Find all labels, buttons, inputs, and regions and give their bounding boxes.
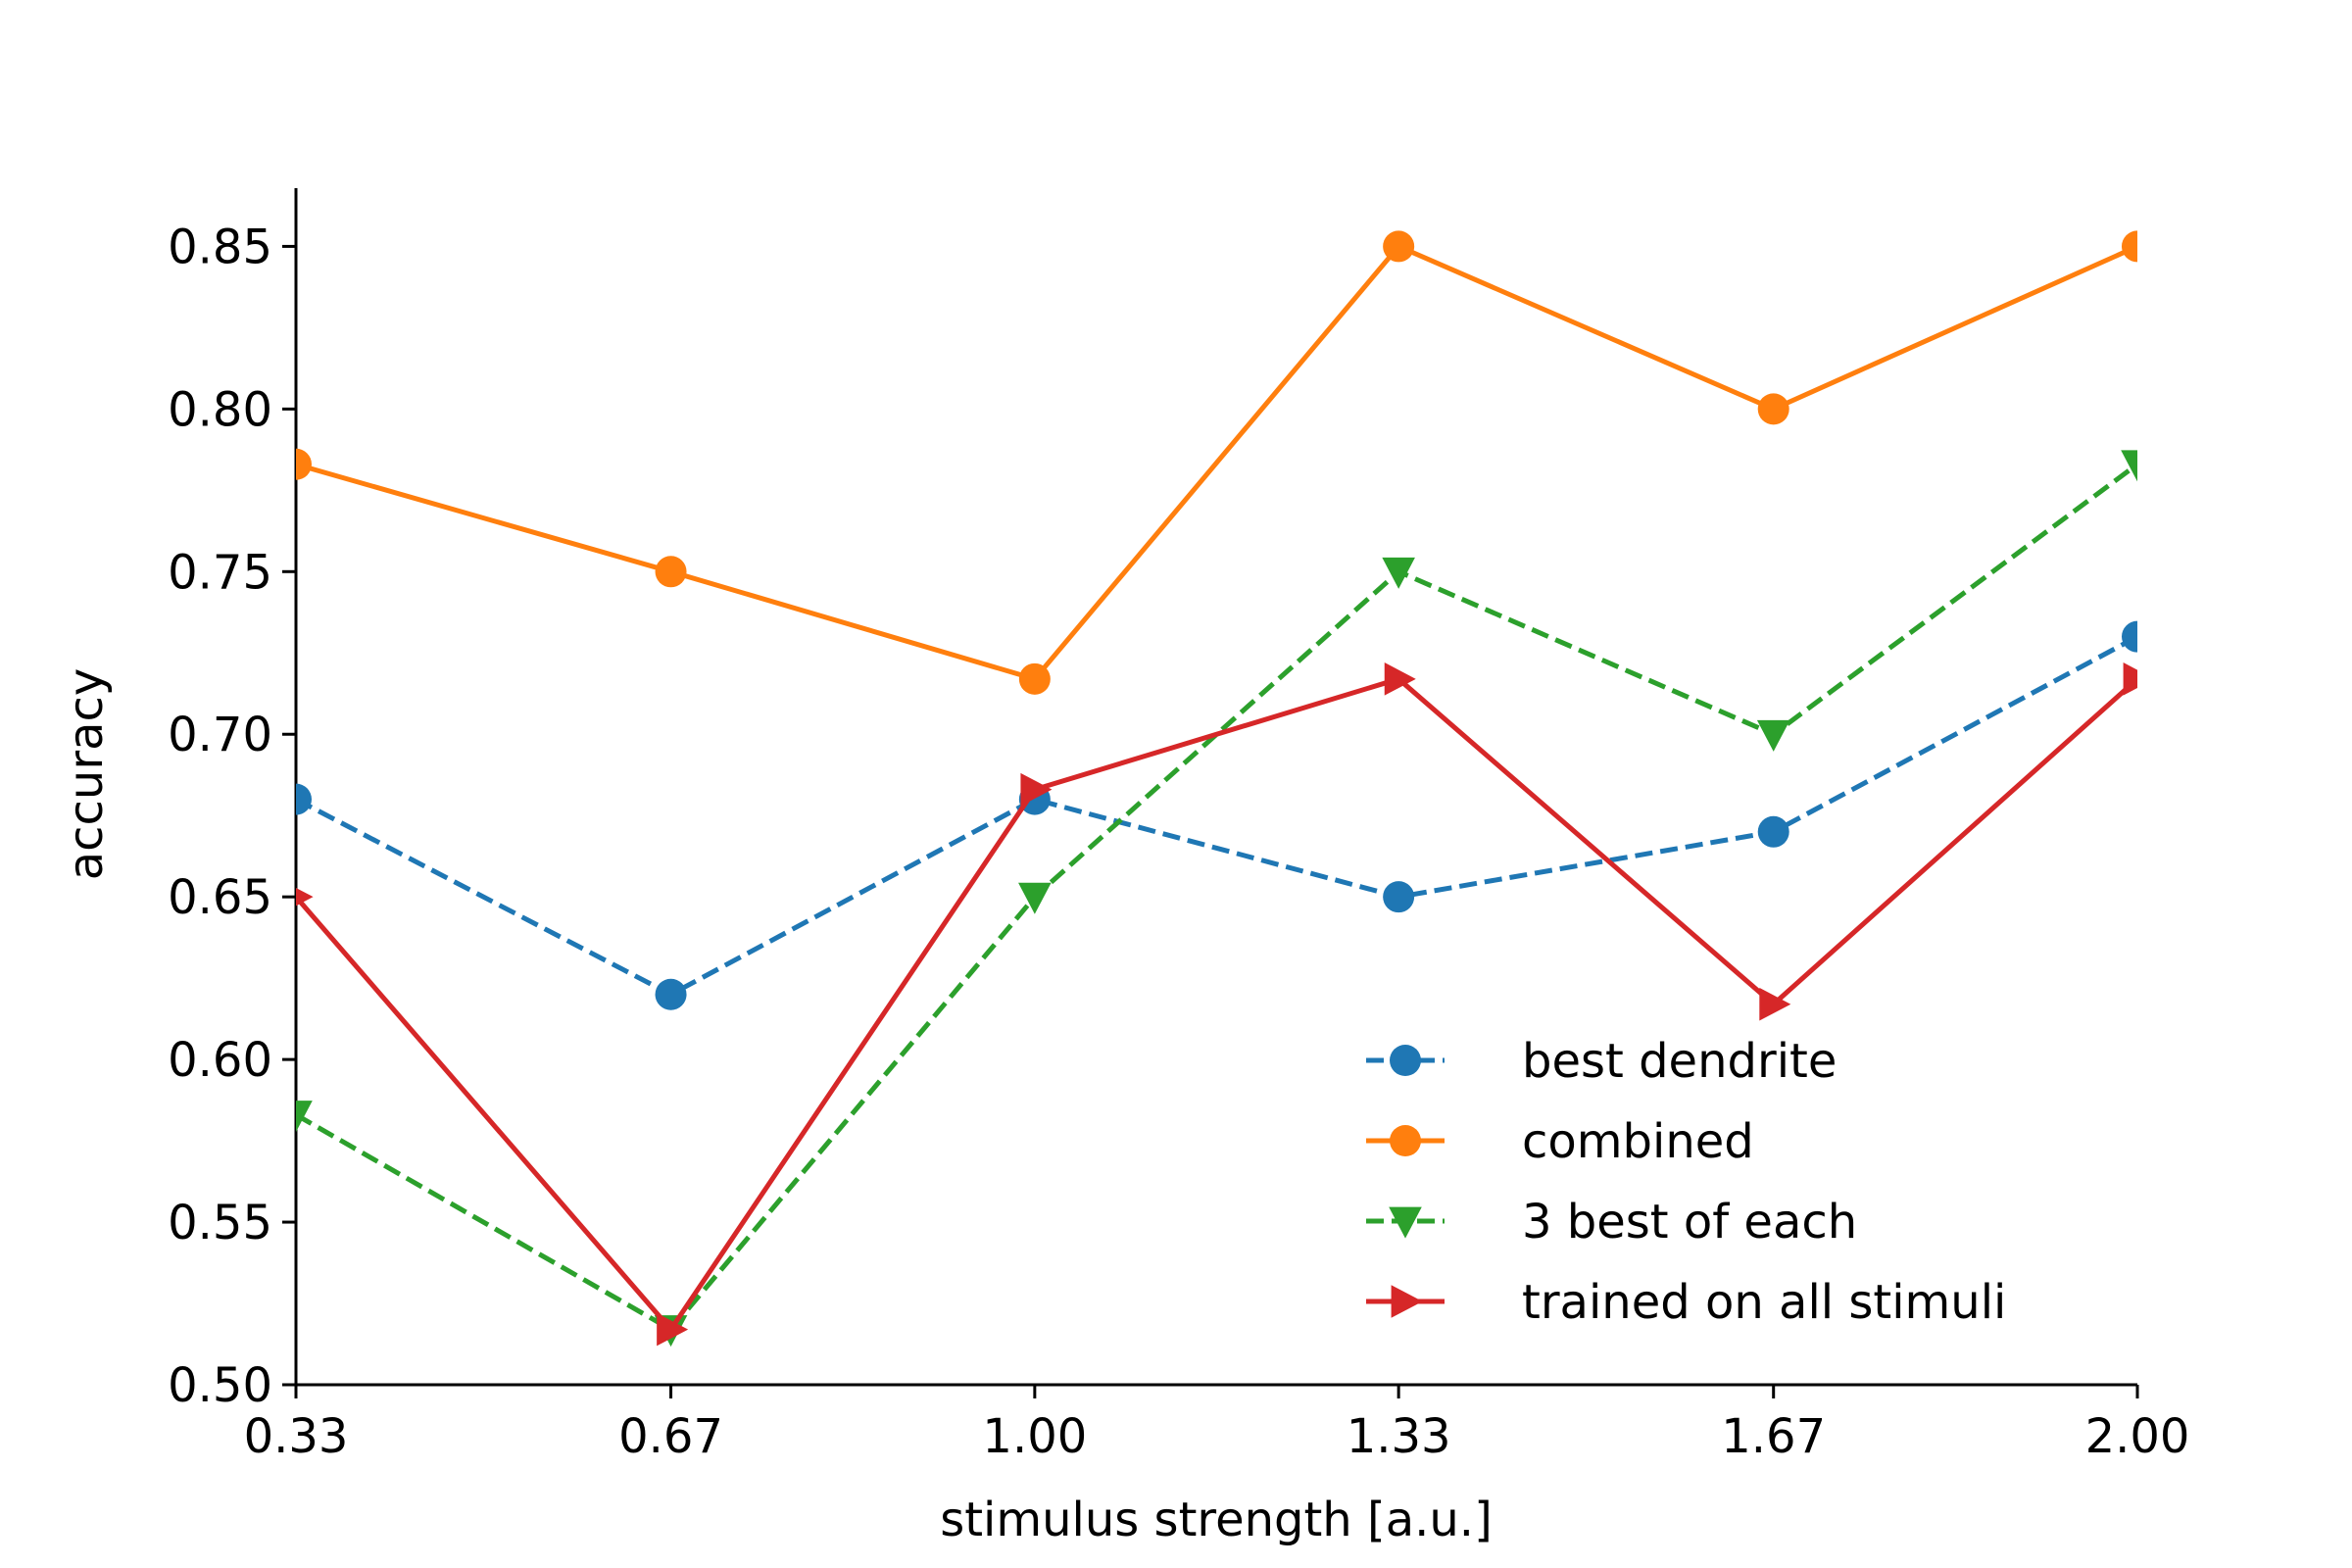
data-point bbox=[1383, 230, 1415, 263]
y-tick-label: 0.50 bbox=[168, 1358, 272, 1413]
series-3-best-of-each bbox=[296, 450, 2137, 1348]
legend-label: combined bbox=[1522, 1114, 1754, 1169]
data-point bbox=[657, 1312, 689, 1347]
legend-entry: trained on all stimuli bbox=[1366, 1275, 2006, 1330]
y-tick-label: 0.70 bbox=[168, 708, 272, 762]
axes: 0.50 0.55 0.60 0.65 0.70 0.75 0.80 0.85 0.33 0.67… bbox=[168, 188, 2189, 1464]
legend-marker bbox=[1390, 1045, 1421, 1076]
series-line bbox=[296, 634, 2137, 998]
data-point bbox=[2123, 662, 2137, 696]
legend-label: 3 best of each bbox=[1522, 1195, 1857, 1250]
data-point bbox=[2122, 620, 2137, 653]
data-point bbox=[296, 887, 314, 906]
y-tick-label: 0.75 bbox=[168, 545, 272, 600]
series-line bbox=[296, 243, 2137, 682]
series-line bbox=[296, 676, 2137, 1333]
x-tick-label: 0.67 bbox=[618, 1409, 723, 1464]
data-point bbox=[296, 448, 312, 480]
series-trained-on-all-stimuli bbox=[296, 662, 2137, 1347]
data-point bbox=[296, 1101, 313, 1133]
data-point bbox=[2122, 230, 2137, 263]
data-point bbox=[1018, 662, 1051, 695]
legend-entry: 3 best of each bbox=[1366, 1195, 1857, 1250]
data-point bbox=[296, 783, 312, 815]
x-tick-label: 1.67 bbox=[1721, 1409, 1826, 1464]
y-tick-label: 0.55 bbox=[168, 1196, 272, 1250]
legend-label: best dendrite bbox=[1522, 1034, 1837, 1089]
series-line bbox=[296, 462, 2137, 1333]
data-point bbox=[2121, 450, 2137, 482]
x-axis-label: stimulus strength [a.u.] bbox=[940, 1493, 1493, 1547]
data-point bbox=[1020, 772, 1053, 807]
series-combined bbox=[296, 230, 2137, 695]
data-point bbox=[1384, 662, 1416, 696]
y-axis-label: accuracy bbox=[59, 668, 114, 881]
data-point bbox=[655, 556, 687, 588]
data-point bbox=[1757, 815, 1789, 848]
legend-entry: best dendrite bbox=[1366, 1034, 1837, 1089]
legend-marker bbox=[1390, 1125, 1421, 1156]
data-point bbox=[1382, 557, 1415, 589]
series-layer bbox=[296, 230, 2137, 1348]
legend: best dendrite combined 3 best of each train… bbox=[1366, 1034, 2006, 1330]
series-best-dendrite bbox=[296, 620, 2137, 1010]
y-tick-label: 0.80 bbox=[168, 382, 272, 437]
data-point bbox=[1759, 987, 1791, 1021]
x-tick-label: 0.33 bbox=[244, 1409, 349, 1464]
legend-label: trained on all stimuli bbox=[1522, 1275, 2006, 1330]
data-point bbox=[655, 978, 687, 1010]
x-tick-label: 1.00 bbox=[982, 1409, 1087, 1464]
legend-entry: combined bbox=[1366, 1114, 1754, 1169]
x-tick-label: 2.00 bbox=[2085, 1409, 2190, 1464]
y-tick-label: 0.60 bbox=[168, 1033, 272, 1088]
data-point bbox=[1018, 882, 1052, 914]
data-point bbox=[1757, 393, 1789, 425]
y-tick-label: 0.85 bbox=[168, 220, 272, 274]
x-tick-label: 1.33 bbox=[1347, 1409, 1451, 1464]
data-point bbox=[1383, 881, 1415, 913]
legend-marker bbox=[1391, 1285, 1423, 1318]
y-tick-label: 0.65 bbox=[168, 870, 272, 925]
data-point bbox=[1756, 719, 1790, 752]
legend-marker bbox=[1389, 1206, 1422, 1239]
